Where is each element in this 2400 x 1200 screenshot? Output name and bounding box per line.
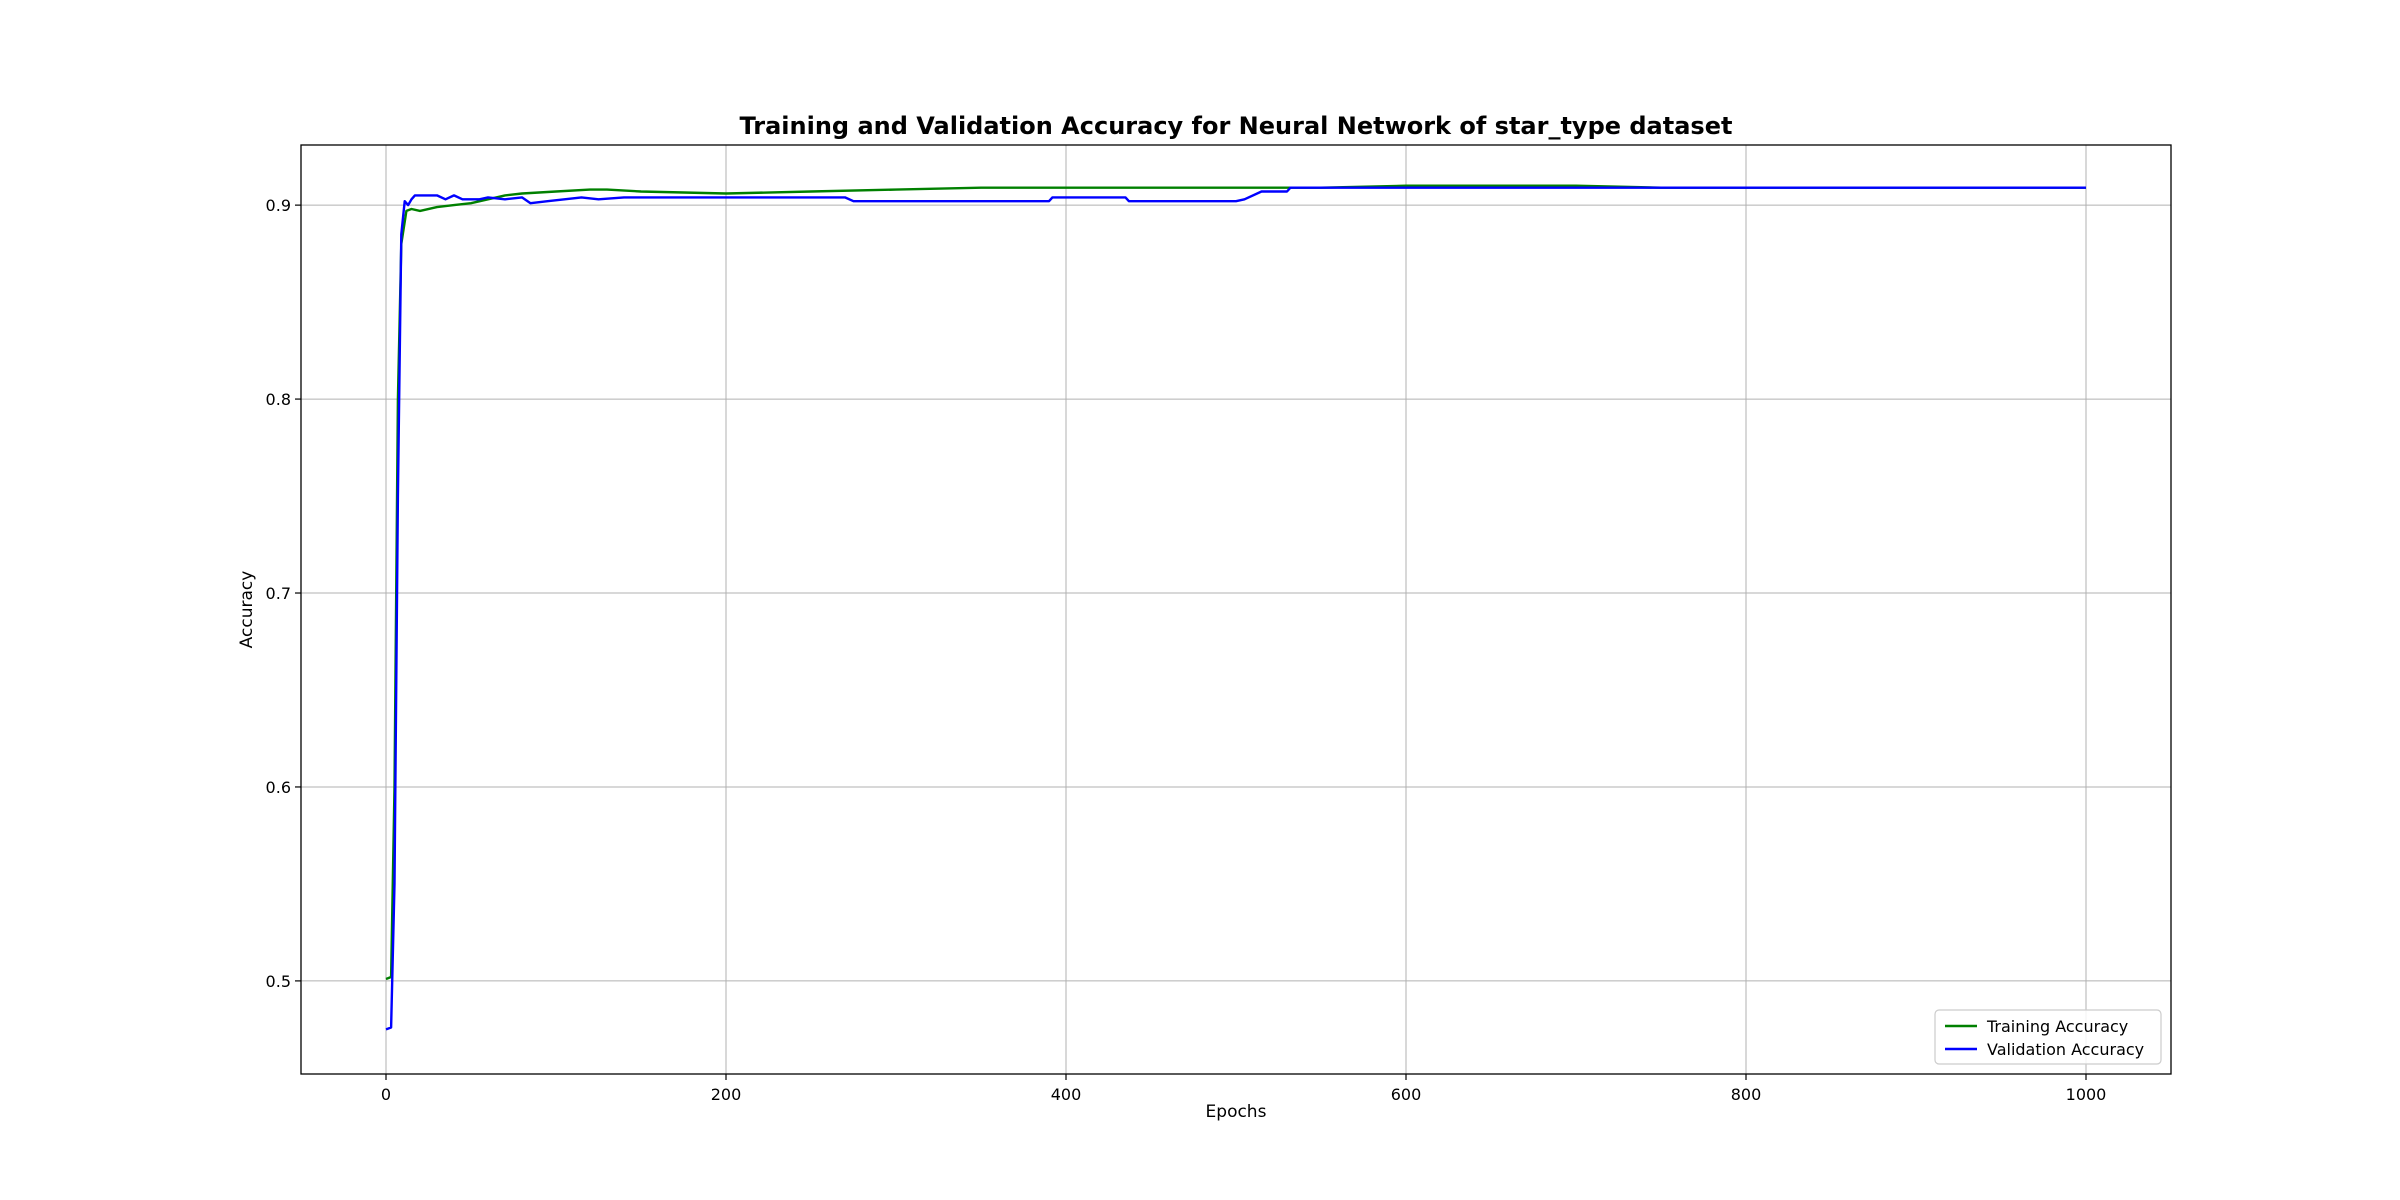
legend-label: Training Accuracy xyxy=(1986,1017,2128,1036)
legend-label: Validation Accuracy xyxy=(1987,1040,2144,1059)
series-line-training xyxy=(385,184,2086,981)
x-tick-label: 1000 xyxy=(2066,1085,2107,1104)
series-line-validation xyxy=(385,186,2086,1031)
x-axis-label: Epochs xyxy=(1206,1102,1267,1122)
x-tick-label: 200 xyxy=(711,1085,742,1104)
chart-title: Training and Validation Accuracy for Neu… xyxy=(740,112,1733,140)
y-tick-label: 0.8 xyxy=(266,390,291,409)
y-tick-label: 0.5 xyxy=(266,972,291,991)
legend: Training Accuracy Validation Accuracy xyxy=(1934,1009,2162,1065)
legend-box xyxy=(1934,1009,2162,1065)
x-axis: 0 200 400 600 800 1000 xyxy=(381,1074,2106,1104)
y-tick-label: 0.9 xyxy=(266,196,291,215)
grid xyxy=(301,145,2171,1074)
series-layer xyxy=(385,184,2086,1031)
x-tick-label: 800 xyxy=(1731,1085,1762,1104)
y-tick-label: 0.7 xyxy=(266,584,291,603)
y-axis: 0.5 0.6 0.7 0.8 0.9 xyxy=(266,196,301,991)
plot-frame xyxy=(300,144,2172,1075)
x-tick-label: 600 xyxy=(1391,1085,1422,1104)
x-tick-label: 0 xyxy=(381,1085,391,1104)
x-tick-label: 400 xyxy=(1051,1085,1082,1104)
y-tick-label: 0.6 xyxy=(266,778,291,797)
y-axis-label: Accuracy xyxy=(237,571,257,649)
